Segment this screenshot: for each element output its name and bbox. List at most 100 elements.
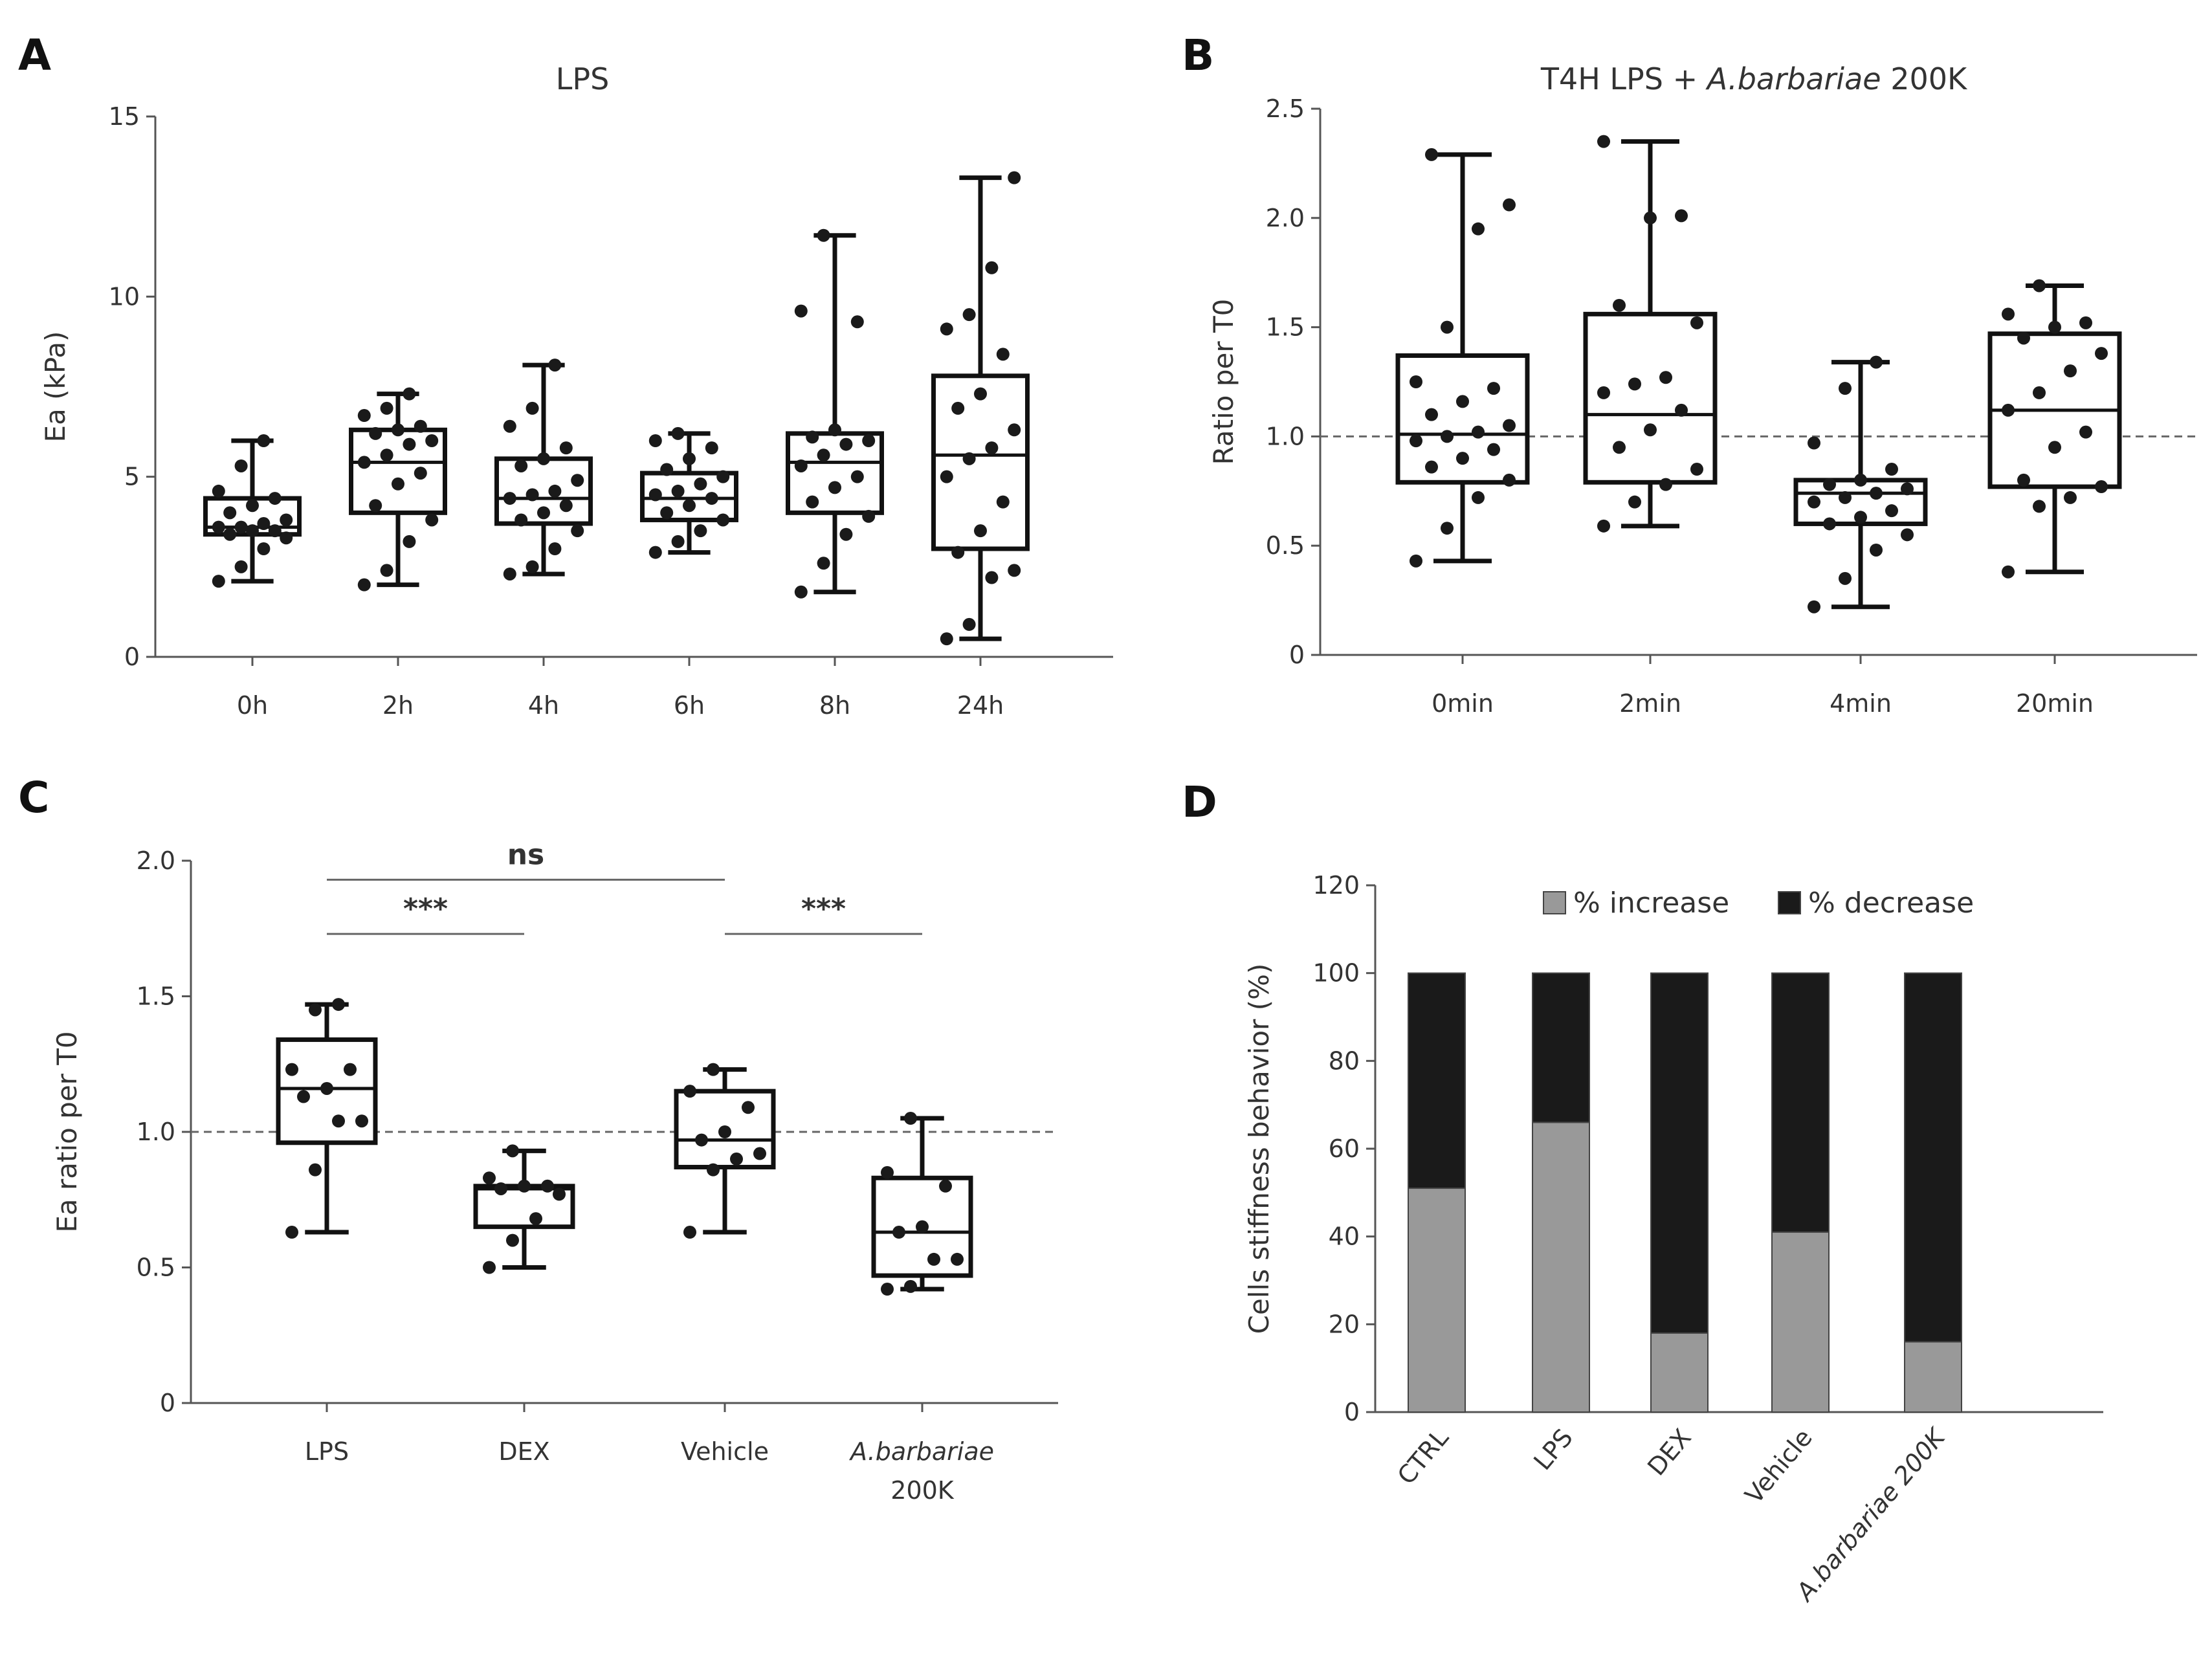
data-point xyxy=(705,492,718,505)
data-point xyxy=(1008,564,1021,577)
data-point xyxy=(2064,364,2077,378)
data-point xyxy=(285,1063,298,1076)
chart-title-italic: A.barbariae xyxy=(1705,61,1881,96)
data-point xyxy=(974,524,987,538)
y-tick-label: 2.0 xyxy=(1266,204,1305,232)
data-point xyxy=(525,401,539,415)
data-point xyxy=(268,524,282,538)
data-point xyxy=(320,1081,333,1095)
data-point xyxy=(506,1144,519,1158)
data-point xyxy=(1839,491,1852,504)
data-point xyxy=(1870,487,1883,500)
data-point xyxy=(1690,316,1703,329)
x-tick-label: LPS xyxy=(305,1437,349,1466)
x-tick-label: 8h xyxy=(819,691,850,720)
bar-decrease xyxy=(1408,972,1466,1189)
bar-decrease xyxy=(1650,972,1709,1334)
y-axis-label: Cells stiffness behavior (%) xyxy=(1243,964,1275,1334)
y-tick-label: 1.0 xyxy=(137,1118,175,1146)
data-point xyxy=(257,434,271,447)
data-point xyxy=(1901,528,1914,542)
x-tick-label-line2: 200K xyxy=(890,1476,955,1505)
x-tick-label: 0min xyxy=(1432,689,1494,718)
box-6 xyxy=(931,171,1030,646)
x-tick-label: CTRL xyxy=(1392,1424,1454,1490)
data-point xyxy=(257,542,271,555)
data-point xyxy=(962,452,976,465)
data-point xyxy=(1870,355,1883,369)
x-tick-label: 0h xyxy=(237,691,268,720)
data-point xyxy=(1441,522,1454,535)
data-point xyxy=(1503,419,1516,432)
y-tick-label: 20 xyxy=(1329,1310,1360,1338)
data-point xyxy=(716,470,730,483)
legend-swatch xyxy=(1778,891,1801,914)
y-tick-label: 80 xyxy=(1329,1046,1360,1075)
data-point xyxy=(246,499,259,513)
data-point xyxy=(1854,473,1867,487)
bar-increase xyxy=(1408,1188,1466,1413)
x-tick-label: 4h xyxy=(528,691,559,720)
data-point xyxy=(742,1101,755,1114)
data-point xyxy=(268,492,282,505)
data-point xyxy=(1885,463,1898,476)
box-1 xyxy=(276,998,378,1239)
data-point xyxy=(1410,434,1422,448)
data-point xyxy=(1487,382,1500,395)
box-iqr xyxy=(786,431,884,515)
panel-d-chart: 0 20 40 60 80 100 120 Cells stiffness behavior … xyxy=(1243,871,2103,1608)
data-point xyxy=(862,434,876,447)
data-point xyxy=(525,488,539,502)
panel-letter-b: B xyxy=(1182,30,1214,80)
data-point xyxy=(559,499,573,513)
data-point xyxy=(223,506,237,520)
data-point xyxy=(2033,279,2046,293)
chart-title: LPS xyxy=(556,61,610,96)
bar-decrease xyxy=(1771,972,1830,1233)
data-point xyxy=(246,524,259,538)
data-point xyxy=(695,1133,708,1147)
data-point xyxy=(996,348,1010,361)
data-point xyxy=(357,409,371,423)
data-point xyxy=(1885,504,1898,518)
y-tick-label: 0 xyxy=(160,1389,175,1417)
data-point xyxy=(1441,320,1454,334)
data-point xyxy=(234,560,248,573)
data-point xyxy=(1823,517,1836,531)
box-2 xyxy=(1583,135,1718,533)
data-point xyxy=(355,1114,368,1128)
data-point xyxy=(806,495,819,509)
x-tick-label: Vehicle xyxy=(681,1437,769,1466)
data-point xyxy=(962,617,976,631)
data-point xyxy=(1839,571,1852,585)
data-point xyxy=(1659,478,1672,491)
data-point xyxy=(503,567,516,580)
data-point xyxy=(683,1085,696,1098)
data-point xyxy=(309,1163,322,1177)
data-point xyxy=(707,1063,720,1076)
data-point xyxy=(828,423,841,437)
y-tick-label: 2.5 xyxy=(1266,94,1305,123)
bar-increase xyxy=(1650,1332,1709,1413)
data-point xyxy=(694,477,707,491)
chart-title-prefix: T4H LPS + xyxy=(1540,61,1707,96)
data-point xyxy=(1597,519,1610,533)
data-point xyxy=(425,513,439,527)
data-point xyxy=(1808,600,1820,613)
data-point xyxy=(537,506,550,520)
data-point xyxy=(1008,423,1021,437)
bar-increase xyxy=(1532,1122,1590,1413)
y-tick-label: 1.5 xyxy=(1266,313,1305,342)
data-point xyxy=(2095,480,2108,494)
panel-letter-d: D xyxy=(1182,777,1217,827)
box-4 xyxy=(1987,279,2122,579)
data-point xyxy=(892,1226,905,1239)
data-point xyxy=(705,441,718,455)
significance-label: *** xyxy=(801,892,846,925)
data-point xyxy=(403,387,416,401)
data-point xyxy=(753,1147,766,1160)
data-point xyxy=(1425,460,1438,474)
data-point xyxy=(297,1090,310,1103)
data-point xyxy=(940,632,953,646)
data-point xyxy=(548,359,562,372)
